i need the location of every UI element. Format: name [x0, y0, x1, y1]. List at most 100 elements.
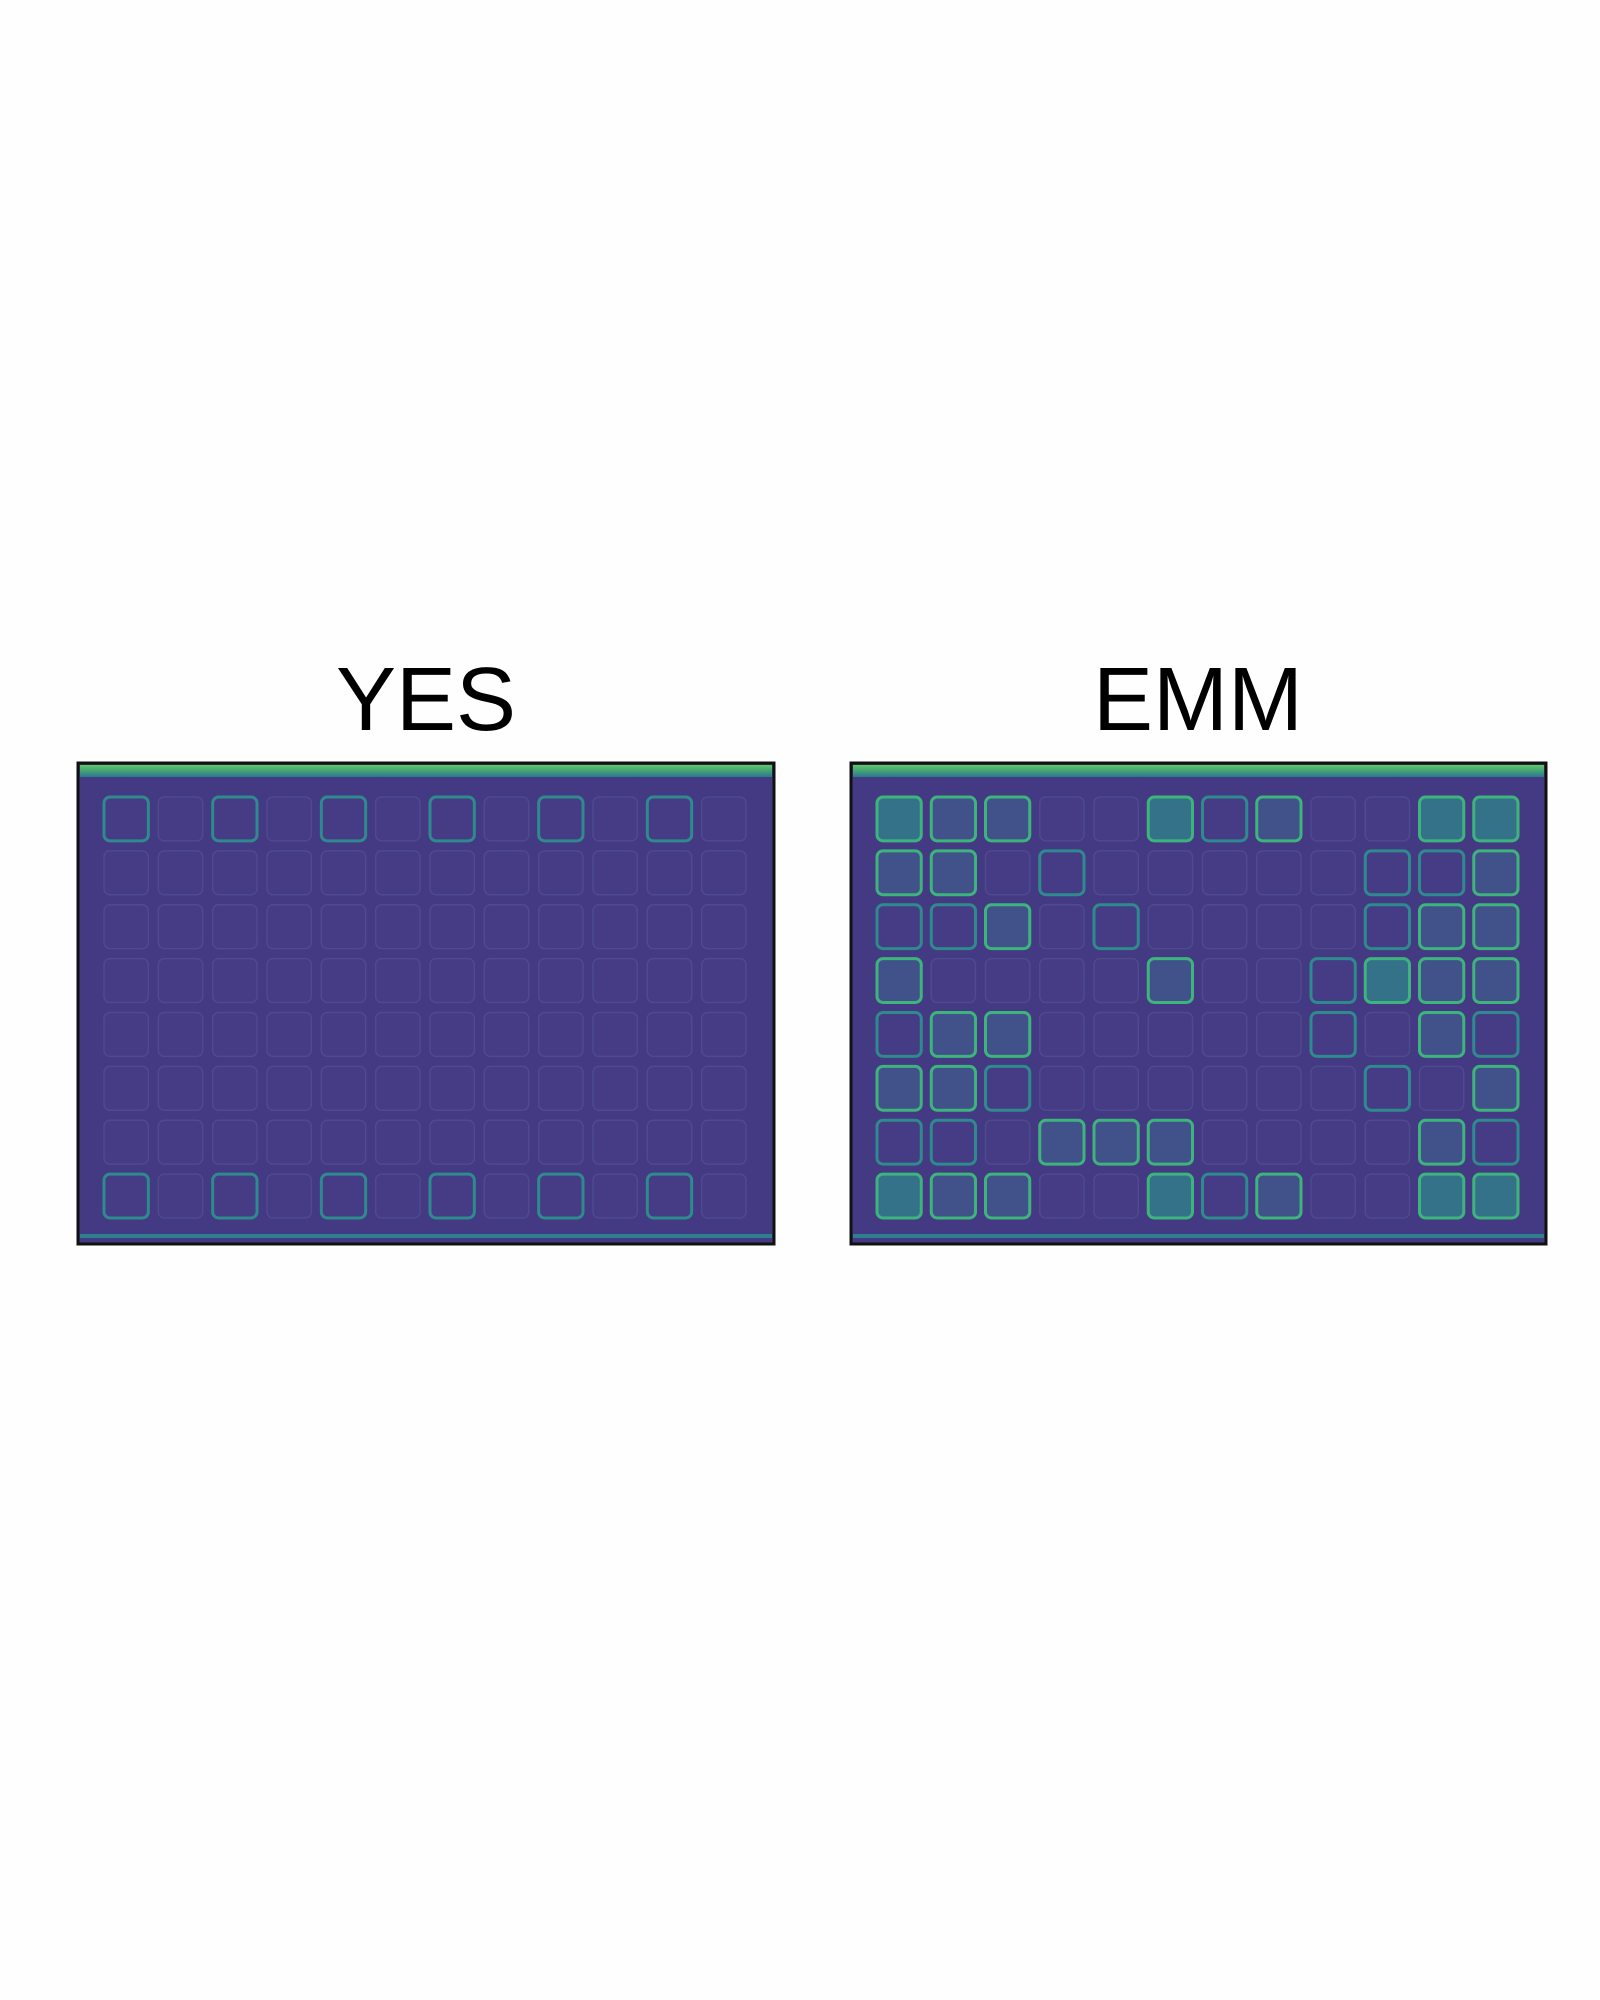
panel-title: EMM [1093, 650, 1303, 750]
colony-spot [592, 904, 639, 950]
colony-spot [483, 850, 530, 896]
colony-spot [1256, 957, 1302, 1004]
colony-spot [1363, 957, 1411, 1004]
colony-spot [429, 904, 476, 950]
colony-spot [875, 1172, 923, 1220]
colony-spot [102, 795, 150, 843]
colony-spot [1472, 957, 1520, 1004]
colony-spot [1146, 1118, 1194, 1166]
panel-title: YES [336, 650, 516, 750]
colony-spot [537, 1065, 584, 1111]
colony-spot [1255, 795, 1303, 843]
colony-spot [1310, 1173, 1356, 1219]
colony-spot [429, 1119, 476, 1165]
colony-spot [1146, 795, 1194, 843]
colony-spot [1364, 1173, 1411, 1219]
colony-spot [984, 795, 1032, 843]
plate-rim [80, 1234, 772, 1238]
colony-spot [483, 796, 530, 842]
colony-spot [429, 1011, 476, 1058]
colony-spot [1472, 1064, 1520, 1112]
plate-frame [76, 761, 776, 1246]
colony-spot [266, 796, 313, 842]
colony-spot [1038, 849, 1086, 897]
colony-spot [645, 795, 694, 843]
colony-spot [319, 1172, 368, 1220]
colony-spot [1309, 957, 1357, 1004]
colony-spot [483, 904, 530, 950]
colony-spot [157, 1011, 204, 1058]
colony-spot [1418, 795, 1466, 843]
colony-spot [1092, 1118, 1140, 1166]
colony-spot [103, 850, 150, 896]
colony-spot [1418, 1065, 1465, 1111]
colony-spot [320, 1065, 367, 1111]
colony-spot [646, 1065, 693, 1111]
colony-spot [374, 904, 421, 950]
colony-spot [645, 1172, 694, 1220]
colony-spot [1472, 1172, 1520, 1220]
colony-spot [1039, 1011, 1085, 1058]
colony-spot [211, 1065, 258, 1111]
colony-spot [429, 1065, 476, 1111]
colony-spot [1147, 904, 1194, 950]
colony-spot [700, 796, 747, 842]
colony-spot [320, 904, 367, 950]
colony-spot [266, 1173, 313, 1219]
colony-spot [1472, 1118, 1520, 1166]
colony-spot [984, 1064, 1032, 1112]
plate-image [849, 761, 1548, 1246]
colony-spot [1147, 1011, 1194, 1058]
colony-spot [211, 850, 258, 896]
colony-spot [103, 957, 150, 1004]
colony-spot [157, 796, 204, 842]
colony-spot [320, 1119, 367, 1165]
colony-spot [700, 904, 747, 950]
colony-spot [483, 957, 530, 1004]
colony-spot [984, 1119, 1031, 1165]
colony-spot [1201, 957, 1248, 1004]
colony-spot [102, 1172, 150, 1220]
colony-spot [1093, 850, 1139, 896]
colony-spot [1363, 1064, 1411, 1112]
colony-spot [1039, 904, 1085, 950]
colony-spot [374, 1011, 421, 1058]
colony-spot [875, 1118, 923, 1166]
colony-spot [1418, 849, 1466, 897]
colony-spot [211, 957, 258, 1004]
colony-spot [1364, 1119, 1411, 1165]
colony-spot [592, 1011, 639, 1058]
colony-spot [428, 1172, 476, 1220]
colony-spot [592, 1119, 639, 1165]
colony-spot [1418, 903, 1466, 951]
colony-spot [266, 1065, 313, 1111]
colony-spot [646, 850, 693, 896]
colony-spot [374, 850, 421, 896]
colony-spot [1256, 1119, 1302, 1165]
colony-spot [646, 1119, 693, 1165]
colony-spot [483, 1065, 530, 1111]
colony-spot [374, 957, 421, 1004]
colony-spot [537, 850, 584, 896]
colony-spot [266, 1011, 313, 1058]
colony-spot [700, 850, 747, 896]
colony-spot [157, 1065, 204, 1111]
colony-spot [1201, 904, 1248, 950]
colony-spot [700, 1065, 747, 1111]
colony-spot [1256, 1011, 1302, 1058]
colony-spot [1256, 1065, 1302, 1111]
colony-spot [929, 1118, 977, 1166]
colony-spot [1310, 1119, 1356, 1165]
colony-spot [592, 796, 639, 842]
colony-spot [1472, 903, 1520, 951]
colony-spot [1201, 1172, 1249, 1220]
colony-spot [1255, 1172, 1303, 1220]
colony-spot [1093, 957, 1139, 1004]
colony-spot [592, 850, 639, 896]
colony-spot [929, 1172, 977, 1220]
colony-spot [646, 957, 693, 1004]
colony-spot [700, 1173, 747, 1219]
colony-spot [537, 957, 584, 1004]
colony-spot [428, 795, 476, 843]
colony-spot [537, 1011, 584, 1058]
